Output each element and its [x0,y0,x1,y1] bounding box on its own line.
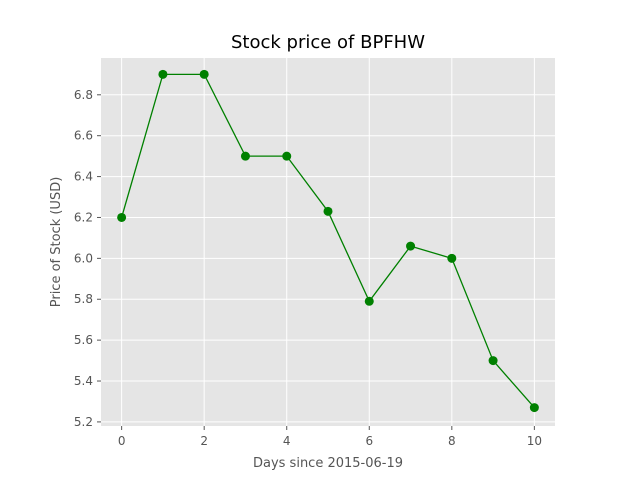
x-tick-label: 2 [200,434,208,448]
x-tick-label: 0 [118,434,126,448]
y-tick-label: 6.6 [74,129,93,143]
y-axis-label: Price of Stock (USD) [49,177,64,308]
y-tick-label: 5.2 [74,415,93,429]
y-tick-label: 5.6 [74,333,93,347]
data-point [529,403,539,413]
axis-ticks: 0 2 4 6 8 10 5.2 5.4 5.6 5.8 6.0 6.2 6.4 6.6 6.8 [74,88,542,448]
data-point [447,253,457,263]
data-point [364,296,374,306]
data-point [406,241,416,251]
y-tick-label: 6.8 [74,88,93,102]
data-point [488,356,498,366]
data-point [282,151,292,161]
x-tick-label: 4 [283,434,291,448]
x-axis-label: Days since 2015-06-19 [253,456,403,471]
y-tick-label: 6.4 [74,170,93,184]
grid-lines [101,58,555,426]
x-tick-label: 6 [365,434,373,448]
y-tick-label: 6.0 [74,251,93,265]
y-tick-label: 6.2 [74,210,93,224]
data-point [240,151,250,161]
y-tick-label: 5.8 [74,292,93,306]
data-point [117,212,127,222]
x-tick-label: 8 [448,434,456,448]
plot-background [101,58,555,426]
data-point [158,69,168,79]
series-layer [117,69,539,413]
data-point [323,206,333,216]
y-tick-label: 5.4 [74,374,93,388]
x-tick-label: 10 [527,434,542,448]
data-point [199,69,209,79]
chart-title: Stock price of BPFHW [231,32,425,53]
